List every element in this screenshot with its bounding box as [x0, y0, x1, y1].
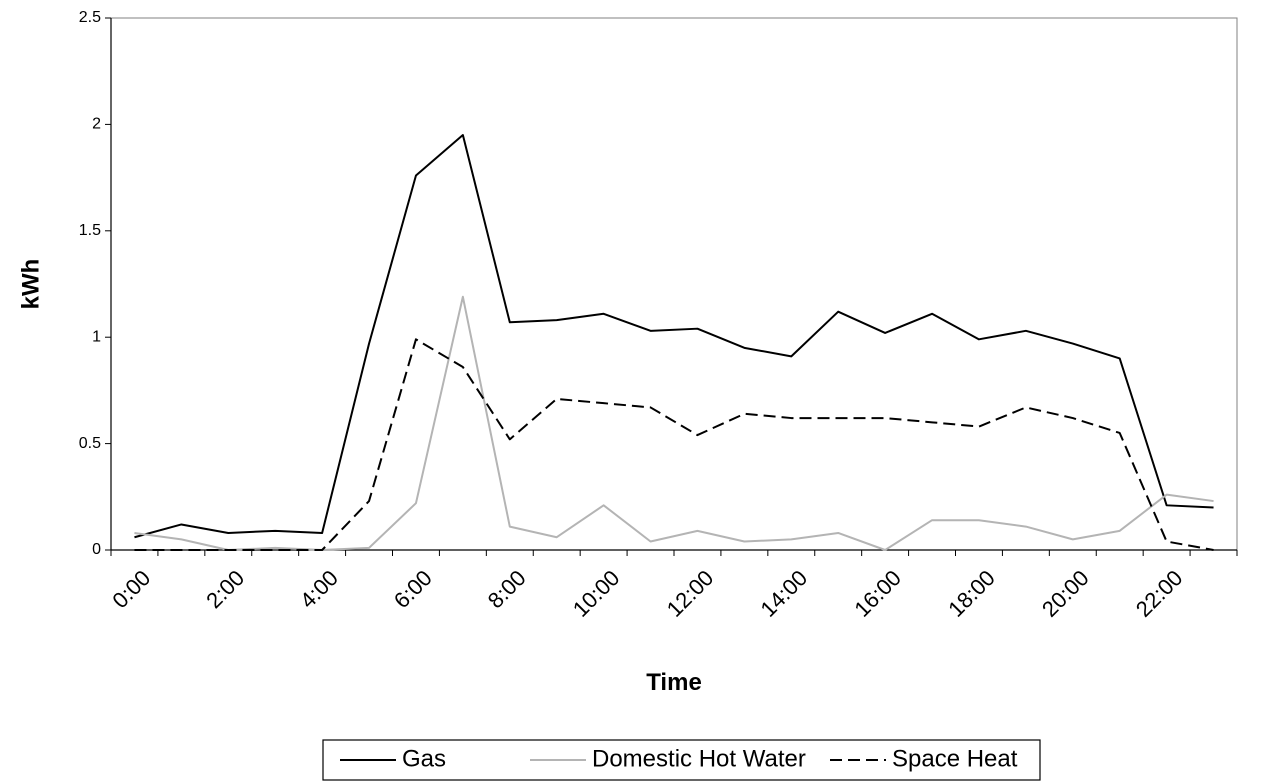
x-tick-label: 8:00	[483, 565, 531, 613]
y-tick-label: 0	[92, 541, 101, 558]
legend-box	[322, 739, 1041, 781]
series-line	[134, 338, 1214, 551]
series-line	[134, 295, 1214, 551]
x-tick-label: 6:00	[389, 565, 437, 613]
x-tick-label: 4:00	[295, 565, 343, 613]
y-tick-label: 1	[92, 328, 101, 345]
y-tick-label: 1.5	[79, 222, 101, 239]
x-tick-label: 18:00	[943, 565, 1000, 622]
x-axis-title: Time	[646, 669, 702, 696]
x-tick-label: 22:00	[1131, 565, 1188, 622]
x-tick-label: 2:00	[201, 565, 249, 613]
legend-label: Domestic Hot Water	[592, 745, 806, 772]
y-axis-title: kWh	[17, 259, 44, 310]
x-tick-label: 20:00	[1037, 565, 1094, 622]
legend-label: Gas	[402, 745, 446, 772]
series-line	[134, 134, 1214, 539]
x-tick-label: 16:00	[849, 565, 906, 622]
legend-label: Space Heat	[892, 745, 1018, 772]
y-tick-label: 2.5	[79, 9, 101, 26]
y-tick-label: 2	[92, 116, 101, 133]
y-tick-label: 0.5	[79, 435, 101, 452]
x-tick-label: 10:00	[568, 565, 625, 622]
x-tick-label: 14:00	[756, 565, 813, 622]
x-tick-label: 12:00	[662, 565, 719, 622]
x-tick-label: 0:00	[107, 565, 155, 613]
plot-area	[110, 17, 1238, 551]
